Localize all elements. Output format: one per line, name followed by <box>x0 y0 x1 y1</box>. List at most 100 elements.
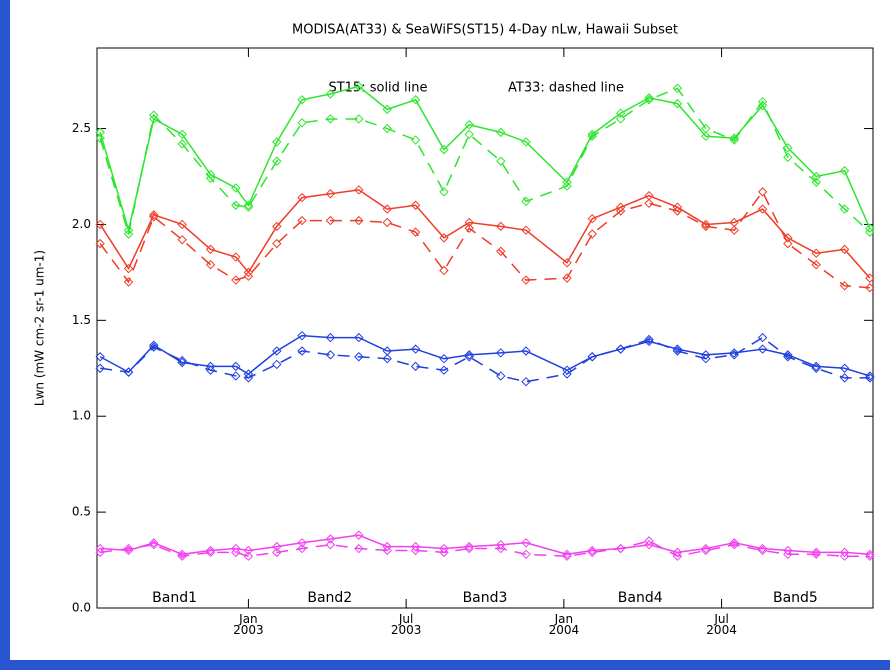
point-marker <box>701 123 711 134</box>
point-marker <box>272 221 282 232</box>
point-marker <box>149 210 159 220</box>
point-marker <box>439 187 449 197</box>
point-marker <box>325 350 336 360</box>
point-marker <box>587 545 597 556</box>
point-marker <box>464 120 474 130</box>
point-marker <box>272 156 282 166</box>
point-marker <box>587 547 597 558</box>
legend-label: Band5 <box>773 590 818 606</box>
point-marker <box>410 361 421 372</box>
point-marker <box>811 171 821 182</box>
point-marker <box>325 540 336 550</box>
point-marker <box>177 355 187 366</box>
y-tick-label: 1.0 <box>72 409 91 423</box>
point-marker <box>839 547 850 558</box>
point-marker <box>464 217 474 228</box>
point-marker <box>839 244 850 255</box>
point-marker <box>757 332 768 343</box>
point-marker <box>354 114 364 124</box>
y-axis-label: Lwn (mW cm-2 sr-1 um-1) <box>33 250 47 406</box>
point-marker <box>865 373 875 383</box>
point-marker <box>95 543 105 554</box>
legend-label: Band2 <box>307 590 352 606</box>
point-marker <box>382 545 392 556</box>
x-tick-label: Jul 2003 <box>390 612 422 637</box>
dashed-line <box>99 87 871 235</box>
legend-label: Band4 <box>618 590 663 606</box>
point-marker <box>644 198 654 209</box>
dashed-line <box>99 190 870 289</box>
solid-line <box>99 334 871 377</box>
point-marker <box>410 344 421 354</box>
legend-label: Band1 <box>152 590 197 606</box>
point-marker <box>464 541 474 552</box>
point-marker <box>729 540 739 550</box>
point-marker <box>496 348 506 358</box>
point-marker <box>354 215 364 226</box>
point-marker <box>243 545 254 556</box>
point-marker <box>783 143 793 153</box>
point-marker <box>354 530 364 540</box>
point-marker <box>439 144 449 155</box>
point-marker <box>562 181 572 191</box>
y-tick-label: 2.0 <box>72 217 91 231</box>
point-marker <box>231 543 241 554</box>
point-marker <box>272 547 282 558</box>
point-marker <box>644 536 654 546</box>
point-marker <box>729 348 739 358</box>
point-marker <box>839 363 850 373</box>
point-marker <box>95 352 105 362</box>
point-marker <box>243 267 254 278</box>
point-marker <box>123 263 134 274</box>
point-marker <box>729 538 739 548</box>
point-marker <box>354 543 364 554</box>
point-marker <box>272 359 282 370</box>
point-marker <box>757 187 768 197</box>
point-marker <box>587 352 597 362</box>
point-marker <box>297 543 307 554</box>
point-marker <box>729 135 739 145</box>
point-marker <box>672 346 683 356</box>
point-marker <box>149 340 159 350</box>
x-tick-label: Jan 2004 <box>548 612 580 637</box>
point-marker <box>149 110 159 120</box>
point-marker <box>783 238 793 249</box>
point-marker <box>205 244 216 255</box>
point-marker <box>325 189 336 199</box>
point-marker <box>701 543 711 554</box>
point-marker <box>272 238 282 249</box>
point-marker <box>297 346 307 356</box>
point-marker <box>496 371 506 381</box>
point-marker <box>464 129 474 140</box>
y-tick-label: 2.5 <box>72 121 91 135</box>
point-marker <box>672 98 683 109</box>
point-marker <box>231 547 241 558</box>
point-marker <box>297 215 307 226</box>
point-marker <box>865 273 875 283</box>
point-marker <box>701 131 711 141</box>
point-marker <box>757 96 768 107</box>
point-marker <box>123 367 134 377</box>
legend-label: Band3 <box>463 590 508 606</box>
x-tick-label: Jan 2003 <box>233 612 264 637</box>
point-marker <box>325 215 336 226</box>
point-marker <box>672 83 683 93</box>
point-marker <box>521 346 531 356</box>
point-marker <box>644 540 654 550</box>
chart-title: MODISA(AT33) & SeaWiFS(ST15) 4-Day nLw, … <box>292 23 678 38</box>
point-marker <box>297 538 307 548</box>
point-marker <box>205 545 216 556</box>
point-marker <box>496 221 506 232</box>
point-marker <box>615 206 626 216</box>
point-marker <box>95 238 105 249</box>
x-tick-label: Jul 2004 <box>706 612 737 637</box>
point-marker <box>95 547 105 558</box>
y-tick-label: 0.0 <box>72 601 91 615</box>
point-marker <box>243 271 254 281</box>
solid-line <box>99 85 871 234</box>
point-marker <box>297 95 307 105</box>
point-marker <box>644 95 654 105</box>
point-marker <box>839 204 850 214</box>
point-marker <box>123 543 134 554</box>
